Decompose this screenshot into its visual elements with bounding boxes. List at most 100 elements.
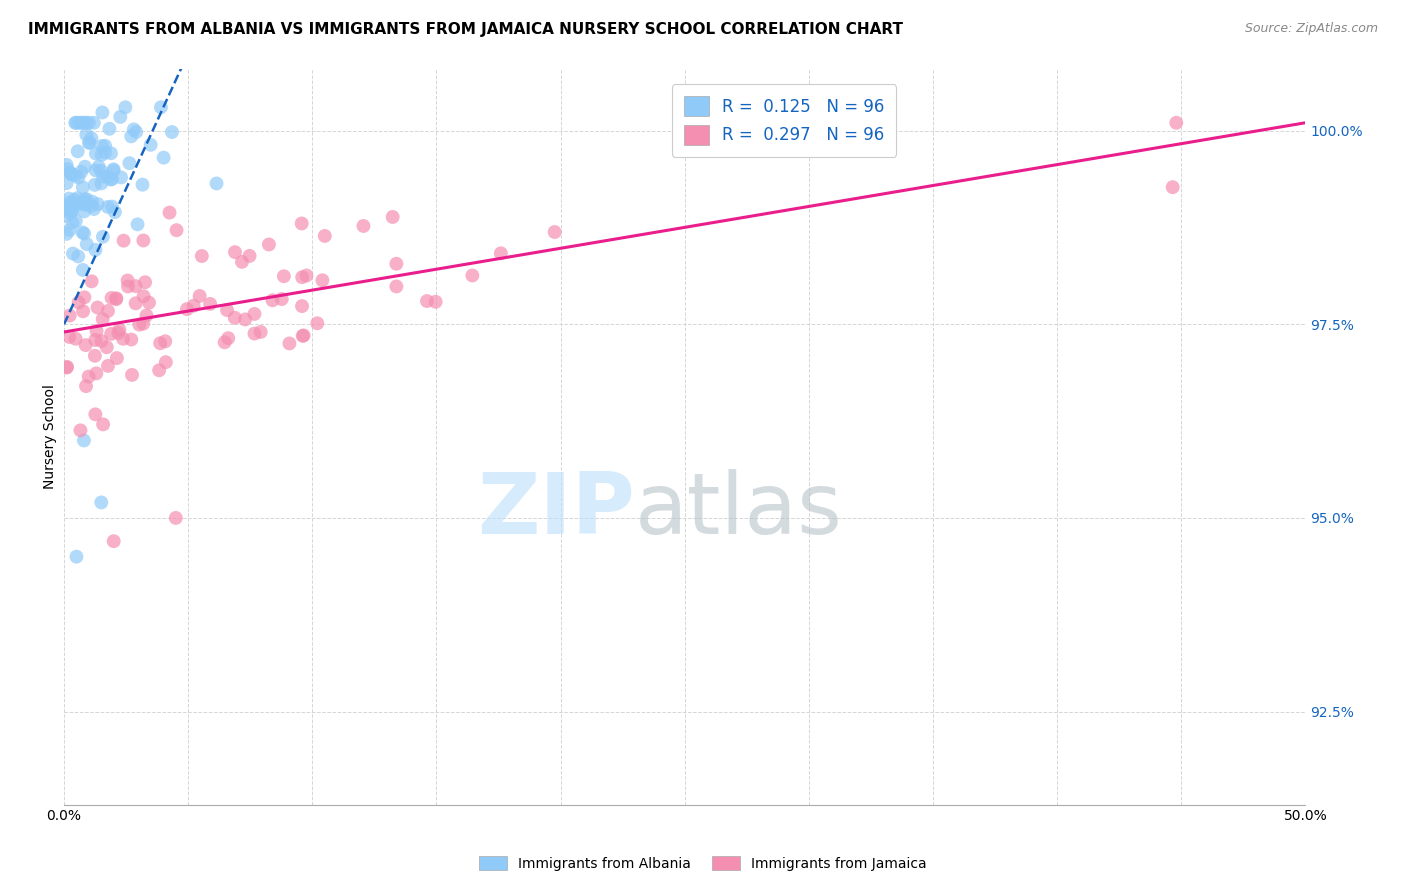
Point [148, 363, 170, 377]
Point [70, 165, 93, 179]
Point [75, 379, 97, 393]
Point [257, 237, 280, 252]
Point [127, 218, 149, 232]
Point [155, 355, 177, 369]
Point [198, 297, 221, 311]
Point [55, 360, 77, 375]
Point [83, 349, 105, 363]
Point [489, 246, 512, 260]
Point [132, 234, 155, 248]
Point [135, 309, 157, 323]
Point [120, 129, 142, 144]
Point [128, 318, 150, 332]
Point [59, 223, 82, 237]
Point [183, 299, 205, 313]
Point [75, 338, 97, 352]
Point [75, 128, 97, 142]
Point [62, 216, 84, 230]
Point [91, 229, 114, 244]
Point [262, 293, 284, 308]
Point [105, 291, 128, 305]
Point [73, 197, 96, 211]
Point [120, 333, 142, 347]
Point [278, 336, 301, 351]
Point [101, 172, 124, 186]
Point [149, 100, 172, 114]
Point [73, 116, 96, 130]
Point [62, 202, 84, 216]
Point [425, 294, 447, 309]
Point [110, 110, 132, 124]
Point [97, 169, 120, 183]
Point [155, 334, 177, 349]
Point [100, 172, 122, 186]
Point [63, 193, 86, 207]
Point [544, 225, 567, 239]
Point [90, 177, 112, 191]
Point [97, 359, 120, 373]
Point [117, 273, 139, 287]
Point [134, 275, 156, 289]
Point [291, 217, 314, 231]
Point [72, 304, 94, 318]
Point [159, 205, 181, 219]
Point [73, 204, 96, 219]
Point [86, 367, 108, 381]
Point [84, 407, 107, 421]
Point [73, 160, 96, 174]
Point [385, 257, 408, 271]
Point [165, 511, 187, 525]
Point [56, 202, 79, 216]
Point [103, 534, 125, 549]
Point [65, 116, 87, 130]
Point [270, 292, 292, 306]
Point [65, 332, 87, 346]
Point [224, 245, 246, 260]
Point [56, 359, 79, 374]
Point [60, 168, 83, 182]
Point [87, 197, 110, 211]
Point [243, 326, 266, 341]
Point [67, 295, 90, 310]
Point [58, 195, 80, 210]
Point [118, 156, 141, 170]
Point [215, 303, 238, 318]
Point [80, 131, 103, 145]
Point [108, 323, 131, 337]
Point [152, 151, 174, 165]
Point [83, 178, 105, 192]
Point [101, 200, 124, 214]
Point [138, 295, 160, 310]
Point [166, 223, 188, 237]
Point [84, 333, 107, 347]
Point [132, 317, 155, 331]
Point [72, 180, 94, 194]
Legend: Immigrants from Albania, Immigrants from Jamaica: Immigrants from Albania, Immigrants from… [474, 850, 932, 876]
Point [381, 210, 404, 224]
Point [79, 136, 101, 150]
Point [86, 301, 108, 315]
Point [352, 219, 374, 233]
Point [122, 122, 145, 136]
Point [107, 326, 129, 340]
Point [58, 330, 80, 344]
Point [73, 192, 96, 206]
Point [131, 178, 153, 192]
Text: Source: ZipAtlas.com: Source: ZipAtlas.com [1244, 22, 1378, 36]
Point [125, 125, 148, 139]
Point [273, 269, 295, 284]
Point [56, 161, 79, 176]
Point [67, 170, 90, 185]
Point [91, 417, 114, 432]
Point [56, 198, 79, 212]
Point [73, 194, 96, 209]
Point [73, 434, 96, 448]
Point [103, 162, 125, 177]
Point [66, 191, 89, 205]
Point [110, 170, 132, 185]
Point [75, 116, 97, 130]
Point [105, 292, 128, 306]
Point [80, 274, 103, 288]
Point [70, 116, 93, 130]
Point [55, 158, 77, 172]
